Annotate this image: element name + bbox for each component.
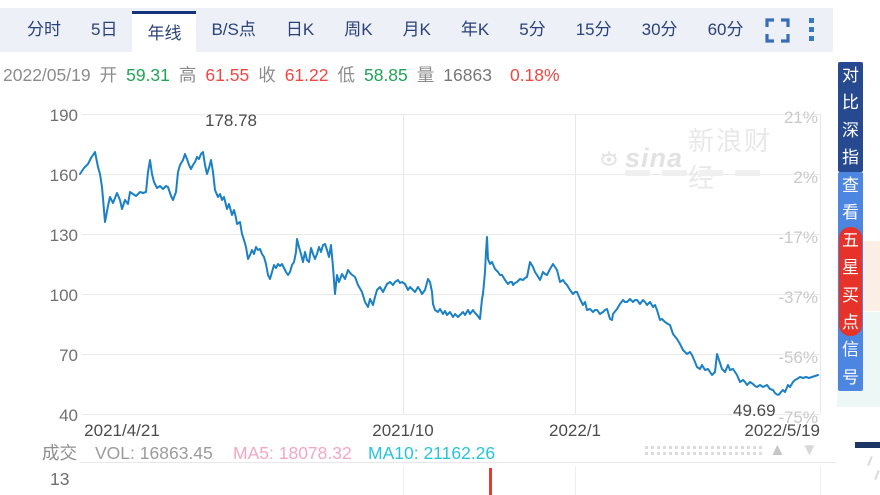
five-star-buy-highlight: 五星买点 [839,226,862,337]
watermark-brand: sina [625,142,684,173]
info-label-open: 开 [99,65,118,85]
pct-axis-label-3: -37% [778,288,818,307]
tab-月K[interactable]: 月K [402,20,431,39]
volume-ma10-value: MA10: 21162.26 [368,443,496,463]
annotation-low: 49.69 [733,401,776,420]
info-change-percent: 0.18% [509,65,560,85]
info-date: 2022/05/19 [3,65,91,85]
tab-分时[interactable]: 分时 [27,20,61,39]
y-axis-label-190: 190 [49,106,78,125]
info-label-volume: 量 [416,65,435,85]
tabbar-icons [764,8,833,52]
ohlc-info-bar: 2022/05/19 开 59.31 高 61.55 收 61.22 低 58.85 量 16863… [3,62,569,88]
pct-axis-label-2: -17% [778,228,818,247]
info-value-open: 59.31 [126,65,170,85]
y-axis-label-40: 40 [59,406,78,425]
gridline-x [403,114,404,414]
volume-gridline [403,466,404,495]
tab-年K[interactable]: 年K [460,20,490,39]
info-label-low: 低 [337,65,355,85]
tab-30分[interactable]: 30分 [641,20,678,39]
volume-vol-value: VOL: 16863.45 [95,443,213,463]
y-axis-label-100: 100 [49,286,78,305]
x-axis-label-0: 2021/4/21 [84,421,160,440]
gridline-y-40 [82,414,820,415]
pane-down-arrow-icon[interactable]: ▼ [801,440,818,459]
scrollbar-dotted-grip[interactable] [645,446,762,455]
tab-15分[interactable]: 15分 [575,20,612,39]
edge-mark [874,469,880,481]
volume-ma5-value: MA5: 18078.32 [233,443,352,463]
signal-button-suffix: 信号 [842,340,859,387]
tab-年线[interactable]: 年线 [132,11,197,58]
volume-bar-red [489,468,492,495]
kebab-menu-icon[interactable] [807,17,815,43]
gridline-y-70 [82,354,820,355]
gridline-x [820,114,821,414]
watermark-tagline [625,170,760,177]
info-label-close: 收 [258,65,276,85]
tab-B/S点[interactable]: B/S点 [211,20,256,39]
pane-up-arrow-icon[interactable]: ▲ [769,440,786,459]
price-line-series [79,151,819,396]
gridline-y-130 [82,234,820,235]
y-axis-label-70: 70 [59,346,78,365]
volume-gridline [575,466,576,495]
five-star-buy-signal-button[interactable]: 查看 五星买点 信号 [838,172,863,391]
info-value-volume: 16863 [443,65,492,85]
pct-axis-label-4: -56% [778,348,818,367]
gridline-y-190 [82,114,820,115]
signal-button-prefix: 查看 [842,176,859,223]
side-navy-bar [855,442,880,448]
volume-scale-label: 13 [50,469,70,489]
tab-60分[interactable]: 60分 [707,20,744,39]
volume-pane-label: 成交 [42,443,77,463]
y-axis-label-160: 160 [49,166,78,185]
info-value-close: 61.22 [284,65,329,85]
pct-axis-label-0: 21% [783,108,818,127]
y-axis-label-130: 130 [49,226,78,245]
annotation-high: 178.78 [205,111,257,130]
compare-shenzhen-index-button[interactable]: 对比深指 [838,62,863,172]
chart-period-tabbar: 分时 5日 年线 B/S点 日K 周K 月K 年K 5分 15分 30分 60分 [0,8,833,58]
x-axis-label-3: 2022/5/19 [744,421,820,440]
pct-axis-label-5: -75% [778,408,818,427]
x-axis-label-2: 2022/1 [549,421,601,440]
gridline-y-100 [82,294,820,295]
tab-5分[interactable]: 5分 [519,20,546,39]
gridline-x [575,114,576,414]
info-value-low: 58.85 [363,65,408,85]
volume-pane-separator [80,462,836,463]
tab-日K[interactable]: 日K [285,20,315,39]
fullscreen-icon[interactable] [764,17,791,44]
volume-gridline [820,466,821,495]
info-label-high: 高 [178,65,197,85]
x-axis-label-1: 2021/10 [372,421,434,440]
info-value-high: 61.55 [205,65,250,85]
tab-周K[interactable]: 周K [344,20,373,39]
edge-mark [867,455,873,467]
sina-eye-logo-icon [601,151,617,166]
tab-5日[interactable]: 5日 [91,20,118,39]
